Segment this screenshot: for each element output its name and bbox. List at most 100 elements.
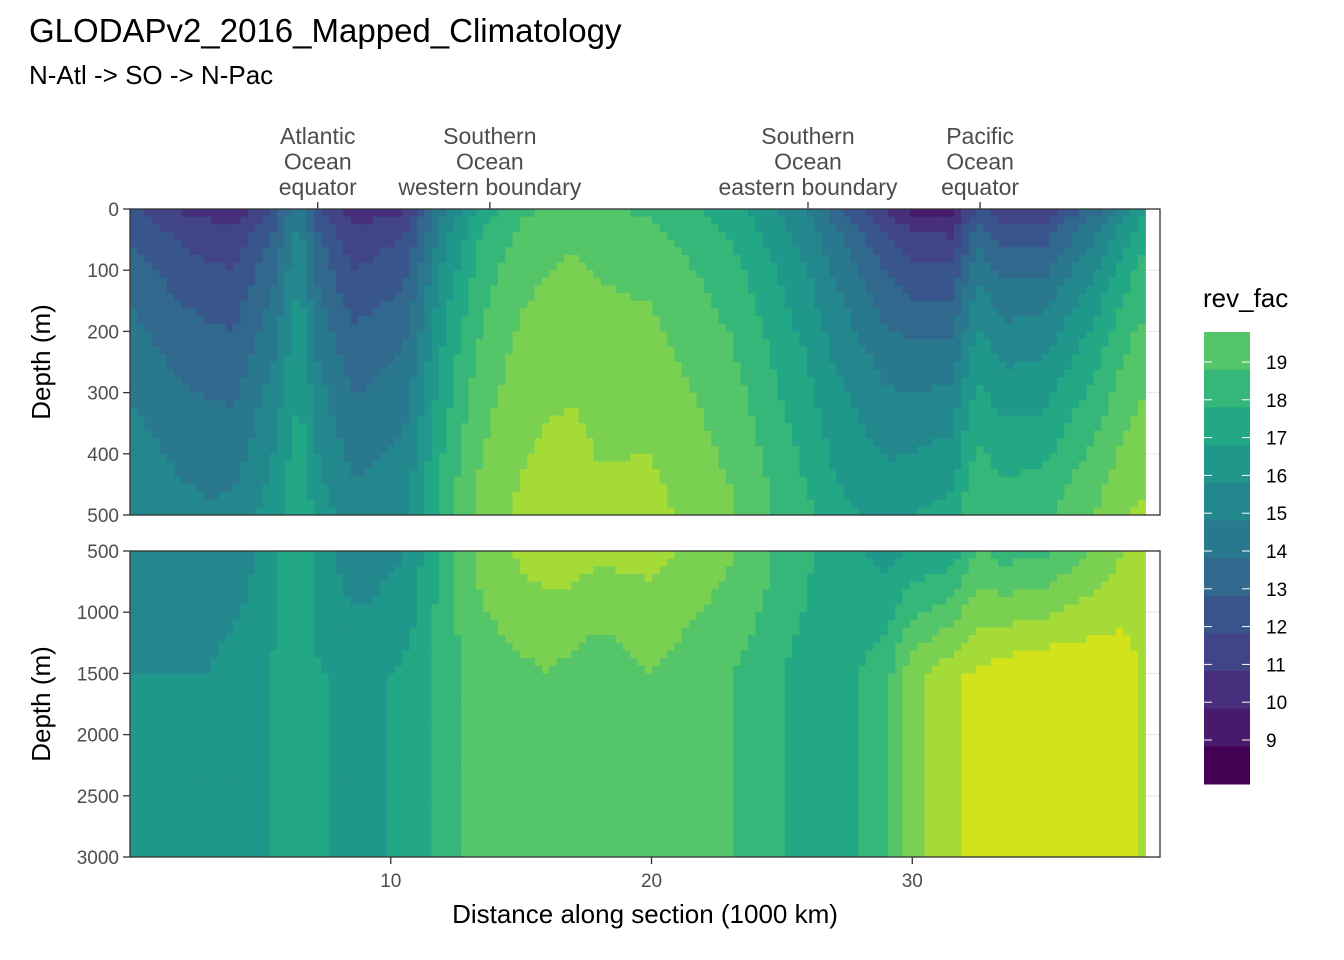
field-cell <box>976 270 985 279</box>
field-cell <box>549 247 558 256</box>
field-cell <box>468 254 477 264</box>
field-cell <box>983 239 992 248</box>
field-cell <box>770 507 779 515</box>
field-cell <box>770 446 779 455</box>
field-cell <box>461 507 470 515</box>
field-cell <box>851 476 859 485</box>
field-cell <box>725 415 734 424</box>
field-cell <box>954 484 962 493</box>
field-cell <box>630 239 639 248</box>
field-cell <box>402 254 411 264</box>
field-cell <box>755 415 764 424</box>
field-cell <box>409 270 418 279</box>
field-cell <box>571 438 580 447</box>
field-cell <box>431 492 440 501</box>
field-cell <box>439 438 447 447</box>
field-cell <box>998 484 1007 493</box>
field-cell <box>939 277 948 287</box>
field-cell <box>902 453 911 463</box>
field-cell <box>1005 392 1014 401</box>
field-cell <box>998 339 1007 348</box>
field-cell <box>240 277 249 287</box>
field-cell <box>446 499 455 508</box>
field-cell <box>174 469 183 478</box>
field-cell <box>851 492 859 501</box>
field-cell <box>917 453 926 463</box>
field-cell <box>439 423 447 432</box>
field-cell <box>387 384 396 394</box>
field-cell <box>902 224 911 233</box>
field-cell <box>924 369 933 378</box>
field-cell <box>402 354 411 363</box>
field-cell <box>637 224 646 233</box>
field-cell <box>821 446 830 455</box>
field-cell <box>549 469 558 478</box>
field-cell <box>887 499 896 508</box>
field-cell <box>137 423 146 432</box>
field-cell <box>343 224 352 233</box>
field-cell <box>240 346 249 355</box>
field-cell <box>527 484 536 493</box>
field-cell <box>990 331 999 340</box>
field-cell <box>218 423 227 432</box>
field-cell <box>711 492 720 501</box>
field-cell <box>556 285 565 294</box>
field-cell <box>255 254 264 264</box>
field-cell <box>269 224 278 233</box>
field-cell <box>917 476 926 485</box>
field-cell <box>358 308 367 317</box>
field-cell <box>954 384 962 394</box>
field-cell <box>321 209 330 218</box>
field-cell <box>497 400 506 409</box>
field-cell <box>394 262 403 271</box>
field-cell <box>637 247 646 256</box>
field-cell <box>196 392 205 401</box>
field-cell <box>1005 323 1014 332</box>
field-cell <box>696 216 705 225</box>
field-cell <box>439 453 447 463</box>
field-cell <box>946 293 955 302</box>
field-cell <box>255 492 264 501</box>
field-cell <box>858 438 867 447</box>
field-cell <box>321 446 330 455</box>
field-cell <box>233 254 241 264</box>
field-cell <box>247 369 256 378</box>
field-cell <box>887 484 896 493</box>
field-cell <box>630 507 639 515</box>
field-cell <box>144 270 153 279</box>
field-cell <box>608 415 617 424</box>
field-cell <box>770 362 779 371</box>
field-cell <box>306 377 315 386</box>
field-cell <box>519 369 528 378</box>
field-cell <box>416 407 425 417</box>
field-cell <box>328 216 337 225</box>
field-cell <box>586 231 595 241</box>
annotation-label: equator <box>279 174 357 200</box>
field-cell <box>733 407 742 417</box>
field-cell <box>865 293 874 302</box>
field-cell <box>873 300 882 310</box>
field-cell <box>578 438 587 447</box>
field-cell <box>652 369 661 378</box>
field-cell <box>291 476 300 485</box>
field-cell <box>718 384 727 394</box>
field-cell <box>159 354 168 363</box>
field-cell <box>814 339 823 348</box>
field-cell <box>858 492 867 501</box>
field-cell <box>152 507 161 515</box>
field-cell <box>674 492 683 501</box>
field-cell <box>600 484 609 493</box>
field-cell <box>821 476 830 485</box>
field-cell <box>475 346 484 355</box>
field-cell <box>453 293 462 302</box>
field-cell <box>446 407 455 417</box>
field-cell <box>924 270 933 279</box>
field-cell <box>931 492 940 501</box>
field-cell <box>755 362 764 371</box>
field-cell <box>946 285 955 294</box>
field-cell <box>534 461 543 470</box>
field-cell <box>196 354 205 363</box>
field-cell <box>431 446 440 455</box>
field-cell <box>519 507 528 515</box>
field-cell <box>336 331 344 340</box>
